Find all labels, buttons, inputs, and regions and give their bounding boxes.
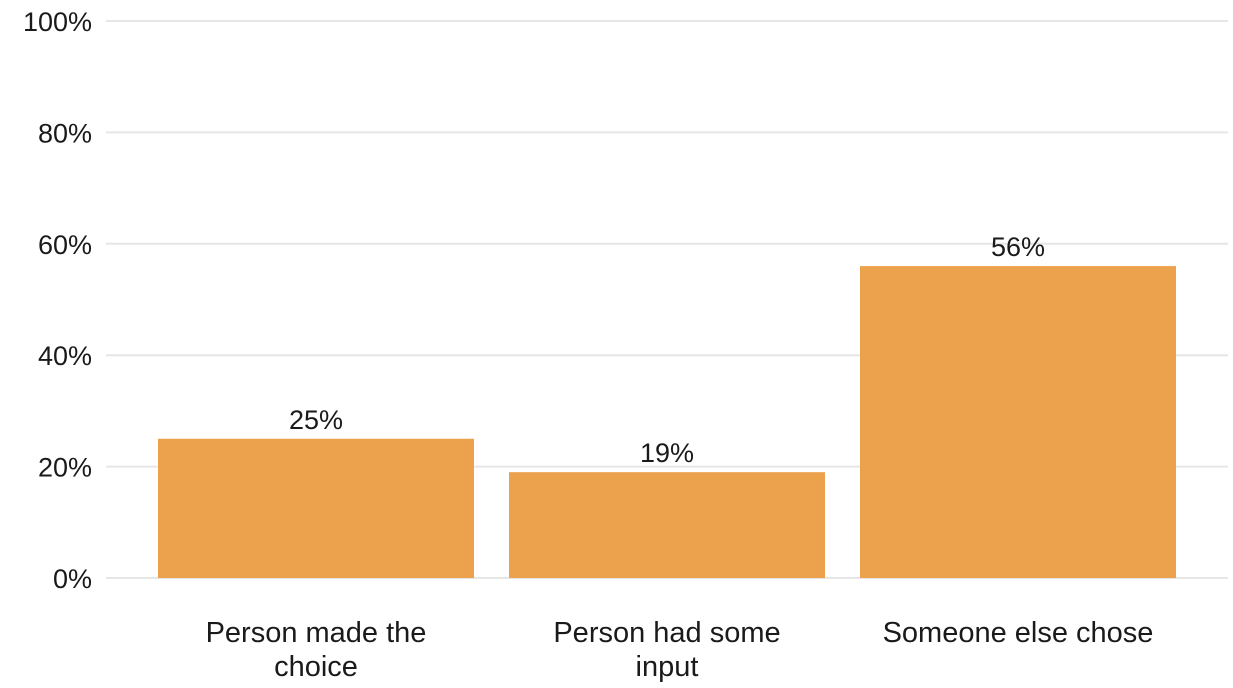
bar-2 <box>509 472 825 578</box>
y-axis-tick-labels: 0% 20% 40% 60% 80% 100% <box>23 7 92 594</box>
bars <box>158 266 1176 578</box>
y-tick-label-100: 100% <box>23 7 92 37</box>
bar-3 <box>860 266 1176 578</box>
category-label-3-line-1: Someone else chose <box>883 617 1154 649</box>
y-tick-label-80: 80% <box>38 118 92 148</box>
bar-1 <box>158 438 474 578</box>
category-label-2-line-2: input <box>636 651 699 683</box>
y-tick-label-0: 0% <box>53 564 92 594</box>
y-tick-label-60: 60% <box>38 230 92 260</box>
data-label-2: 19% <box>640 438 694 468</box>
category-label-1-line-1: Person made the <box>206 617 427 649</box>
y-tick-label-40: 40% <box>38 341 92 371</box>
y-tick-label-20: 20% <box>38 453 92 483</box>
data-label-3: 56% <box>991 232 1045 262</box>
category-label-1-line-2: choice <box>274 651 358 683</box>
data-label-1: 25% <box>289 405 343 435</box>
data-labels: 25% 19% 56% <box>289 232 1045 468</box>
category-label-2-line-1: Person had some <box>553 617 780 649</box>
